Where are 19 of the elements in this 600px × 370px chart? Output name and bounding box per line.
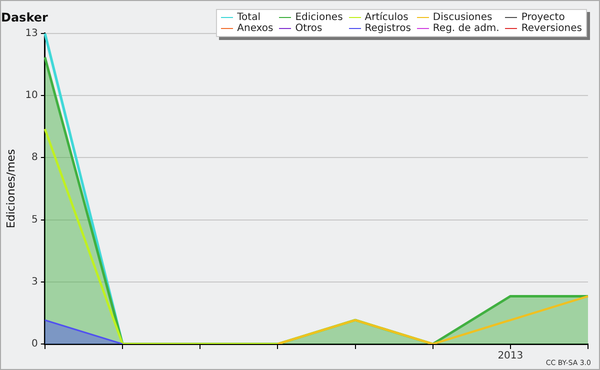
legend-label: Anexos	[237, 23, 274, 34]
legend-label: Reg. de adm.	[432, 23, 500, 34]
x-tick-label: 2013	[498, 350, 524, 362]
legend-label: Registros	[364, 23, 411, 34]
legend-label: Otros	[295, 23, 322, 34]
legend-label: Total	[237, 12, 260, 23]
chart-title: Dasker	[1, 10, 48, 24]
y-tick-label: 8	[32, 152, 38, 164]
legend-label: Proyecto	[521, 12, 565, 23]
legend-label: Reversiones	[521, 23, 582, 34]
y-tick-label: 10	[25, 90, 38, 102]
y-tick-label: 13	[25, 28, 38, 39]
y-axis-title: Ediciones/mes	[4, 148, 18, 228]
legend-label: Discusiones	[432, 12, 492, 23]
y-tick-label: 5	[32, 214, 38, 226]
legend-label: Ediciones	[295, 12, 343, 23]
y-tick-label: 0	[32, 338, 38, 350]
legend-label: Artículos	[364, 12, 408, 23]
y-tick-label: 3	[32, 276, 38, 288]
